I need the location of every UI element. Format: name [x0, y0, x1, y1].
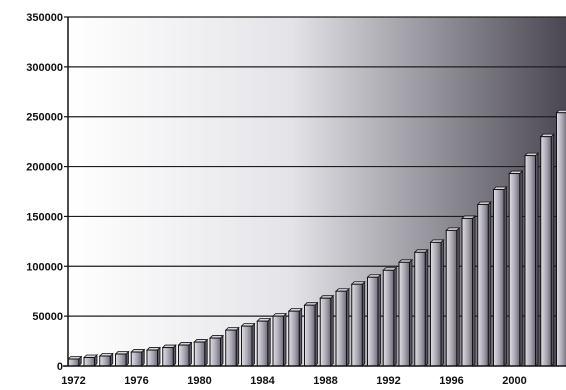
x-tick-label: 1976	[124, 375, 148, 387]
bar	[224, 326, 240, 367]
bar	[508, 170, 524, 367]
bar	[83, 354, 98, 367]
bar	[350, 280, 366, 367]
x-tick-label: 1996	[439, 375, 463, 387]
x-tick-label: 1988	[313, 375, 337, 387]
bar	[366, 273, 382, 367]
grid-lines	[68, 16, 566, 317]
bar	[382, 266, 398, 367]
y-tick-label: 350000	[26, 12, 63, 24]
bar	[555, 109, 566, 367]
bar	[114, 350, 130, 367]
x-tick-label: 1984	[250, 375, 275, 387]
bar	[476, 200, 492, 367]
bar	[492, 186, 508, 367]
bar	[177, 341, 193, 367]
y-tick-label: 300000	[26, 62, 63, 74]
bar	[161, 344, 177, 367]
bar	[335, 287, 350, 367]
bar	[461, 214, 476, 367]
bar	[429, 238, 445, 367]
y-tick-labels: 0 50000 100000 150000 200000 250000 300000 3500…	[26, 12, 63, 373]
bar	[67, 355, 83, 367]
bar	[524, 152, 539, 367]
bar	[303, 301, 319, 367]
y-tick-label: 250000	[26, 112, 63, 124]
y-tick-label: 200000	[26, 162, 63, 174]
x-tick-label: 1972	[61, 375, 85, 387]
bar	[256, 317, 272, 367]
bar	[445, 226, 461, 367]
bar	[539, 133, 555, 367]
axes	[63, 16, 566, 367]
bar	[398, 258, 413, 367]
bar	[240, 322, 256, 367]
bar	[146, 346, 161, 367]
bar	[319, 294, 335, 367]
y-tick-label: 150000	[26, 211, 63, 223]
bar	[98, 352, 114, 367]
bar	[193, 338, 209, 367]
bar	[287, 307, 303, 367]
bar	[209, 334, 224, 367]
x-tick-label: 2000	[502, 375, 526, 387]
bar	[130, 348, 146, 367]
y-tick-label: 50000	[32, 311, 63, 323]
y-tick-label: 100000	[26, 261, 63, 273]
y-tick-label: 0	[57, 361, 63, 373]
x-tick-label: 1992	[376, 375, 400, 387]
bar	[272, 312, 287, 367]
x-tick-labels: 19721976198019841988199219962000200	[61, 375, 526, 387]
bar	[413, 248, 429, 367]
x-tick-label: 1980	[187, 375, 211, 387]
